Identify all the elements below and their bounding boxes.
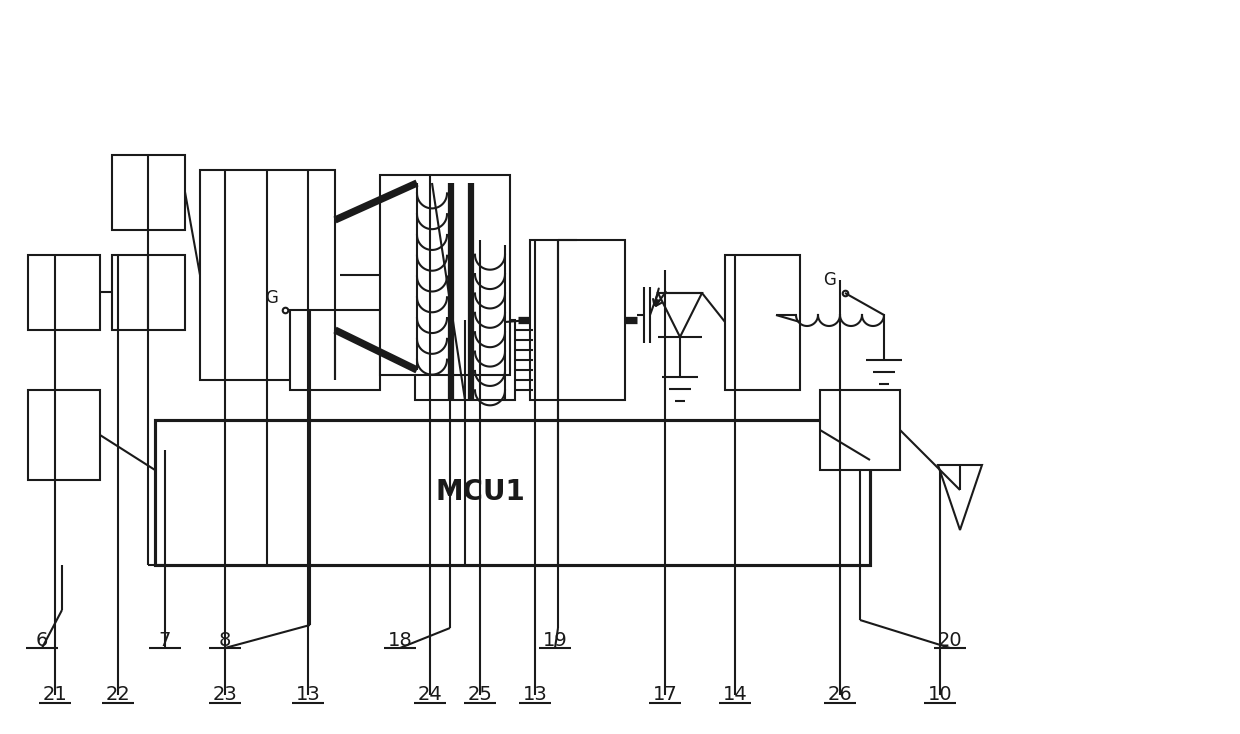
- Bar: [112, 155, 185, 230]
- Bar: [820, 390, 900, 470]
- Text: 14: 14: [723, 686, 748, 705]
- Text: 19: 19: [543, 631, 568, 650]
- Text: 7: 7: [159, 631, 171, 650]
- Text: 26: 26: [827, 686, 852, 705]
- Text: 8: 8: [218, 631, 231, 650]
- Text: 10: 10: [928, 686, 952, 705]
- Bar: [155, 420, 870, 565]
- Bar: [529, 240, 625, 400]
- Bar: [415, 320, 515, 400]
- Bar: [29, 390, 100, 480]
- Bar: [379, 175, 510, 375]
- Text: 13: 13: [522, 686, 547, 705]
- Bar: [290, 310, 379, 390]
- Text: 18: 18: [388, 631, 413, 650]
- Text: MCU1: MCU1: [435, 478, 525, 506]
- Bar: [200, 170, 335, 380]
- Text: G: G: [265, 289, 279, 307]
- Text: G: G: [823, 271, 837, 289]
- Text: 13: 13: [295, 686, 320, 705]
- Text: 20: 20: [937, 631, 962, 650]
- Text: 22: 22: [105, 686, 130, 705]
- Bar: [29, 255, 100, 330]
- Bar: [533, 330, 546, 390]
- Text: 25: 25: [467, 686, 492, 705]
- Text: 23: 23: [212, 686, 237, 705]
- Text: 24: 24: [418, 686, 443, 705]
- Bar: [725, 255, 800, 390]
- Bar: [112, 255, 185, 330]
- Text: 17: 17: [652, 686, 677, 705]
- Text: 6: 6: [36, 631, 48, 650]
- Text: 21: 21: [42, 686, 67, 705]
